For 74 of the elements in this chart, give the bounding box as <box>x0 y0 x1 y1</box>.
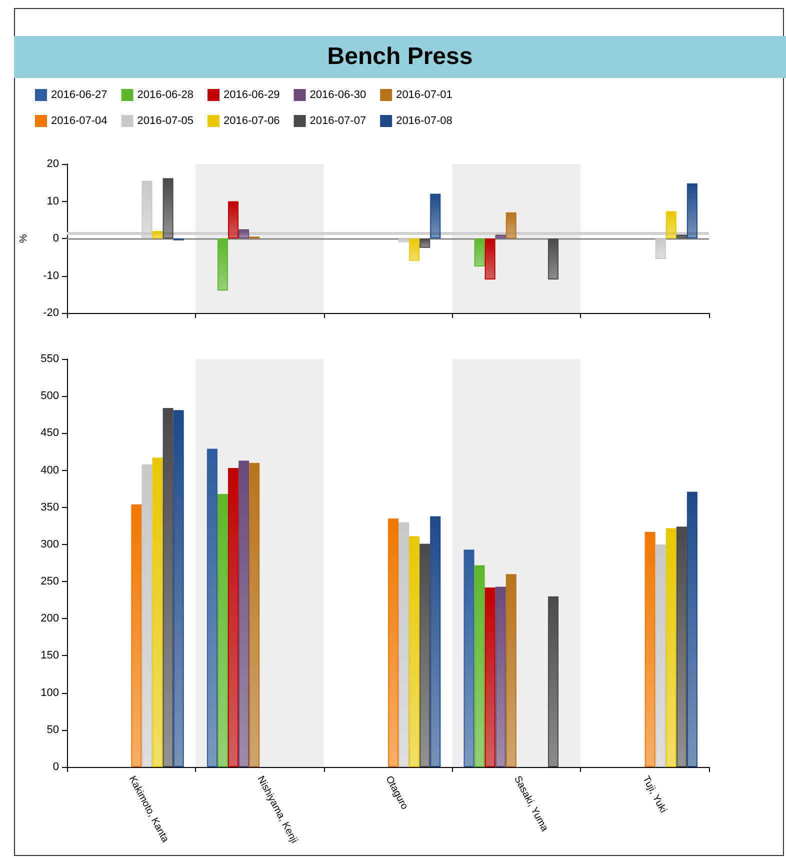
legend-label: 2016-07-01 <box>396 89 452 101</box>
y-tick-label: 200 <box>40 612 59 625</box>
bar <box>430 516 441 767</box>
legend-label: 2016-07-07 <box>310 115 366 127</box>
bar <box>464 550 474 767</box>
y-tick-label: 100 <box>40 686 59 699</box>
y-tick-label: 150 <box>40 650 59 662</box>
bar <box>238 229 250 238</box>
bar <box>131 504 142 767</box>
bar <box>548 596 559 767</box>
bar <box>474 238 485 266</box>
bar <box>655 238 666 259</box>
bar <box>506 574 516 767</box>
y-tick-label: 400 <box>40 464 59 476</box>
bar <box>676 526 687 767</box>
bar <box>249 462 260 767</box>
bar <box>217 238 228 291</box>
bar <box>655 544 666 767</box>
bar <box>420 544 430 767</box>
bar <box>217 494 228 767</box>
y-tick-label: -10 <box>43 270 59 282</box>
bar <box>152 458 163 767</box>
bar <box>686 492 698 767</box>
y-tick-label: -20 <box>43 307 59 319</box>
y-tick-label: 0 <box>52 232 59 244</box>
bar <box>676 234 687 238</box>
bar <box>420 238 430 248</box>
bar <box>162 178 174 238</box>
bar <box>495 586 506 767</box>
chart-title: Bench Press <box>14 36 786 78</box>
y-tick-label: 10 <box>46 195 59 208</box>
bar <box>484 587 496 767</box>
bar <box>388 518 399 767</box>
bar <box>228 468 239 767</box>
bar <box>173 410 184 767</box>
y-tick-label: 0 <box>52 761 59 773</box>
legend-label: 2016-06-30 <box>310 89 366 101</box>
legend-label: 2016-06-28 <box>137 89 194 101</box>
bar <box>162 408 174 767</box>
bar <box>238 460 250 767</box>
y-tick-label: 350 <box>40 501 59 514</box>
bar <box>686 183 698 238</box>
legend-label: 2016-07-06 <box>224 115 280 127</box>
bar <box>228 201 239 238</box>
bar <box>548 238 559 280</box>
y-tick-label: 450 <box>40 427 59 440</box>
bar <box>430 194 441 238</box>
legend-label: 2016-07-04 <box>51 115 108 127</box>
bar <box>206 448 218 767</box>
bar <box>398 522 410 767</box>
bar <box>409 536 420 767</box>
y-tick-label: 250 <box>40 576 59 588</box>
bar <box>409 238 420 261</box>
legend-label: 2016-06-27 <box>51 89 108 101</box>
bar <box>484 238 496 280</box>
y-tick-label: 550 <box>40 353 59 365</box>
y-axis-title: % <box>18 234 30 243</box>
y-tick-label: 300 <box>40 538 59 550</box>
bar <box>152 231 163 238</box>
bar <box>474 565 485 767</box>
y-tick-label: 50 <box>46 724 59 736</box>
bar <box>506 212 516 238</box>
bar <box>666 528 676 767</box>
bar <box>495 234 506 238</box>
legend-label: 2016-07-08 <box>396 115 452 127</box>
y-tick-label: 500 <box>40 390 59 402</box>
legend-label: 2016-06-29 <box>224 89 280 101</box>
bar <box>644 532 656 767</box>
legend-label: 2016-07-05 <box>137 115 194 127</box>
y-tick-label: 20 <box>46 158 59 170</box>
bar <box>398 238 410 242</box>
bar <box>142 464 152 767</box>
bar <box>666 211 676 238</box>
x-tick-label: Tuji, Yuki <box>640 774 668 815</box>
